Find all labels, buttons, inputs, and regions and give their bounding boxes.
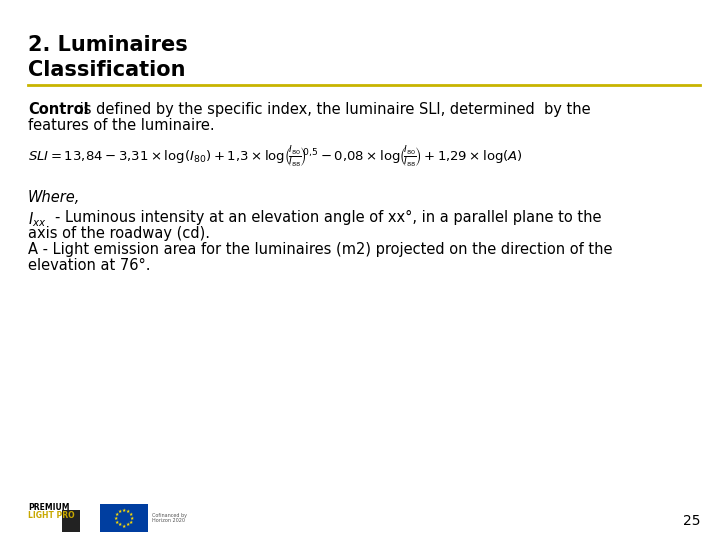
- Text: 2. Luminaires: 2. Luminaires: [28, 35, 188, 55]
- Bar: [62, 510, 80, 532]
- Text: features of the luminaire.: features of the luminaire.: [28, 118, 215, 133]
- Bar: [100, 504, 148, 532]
- Text: ★: ★: [118, 509, 122, 514]
- Text: A - Light emission area for the luminaires (m2) projected on the direction of th: A - Light emission area for the luminair…: [28, 242, 613, 257]
- Text: 25: 25: [683, 514, 700, 528]
- Text: ★: ★: [126, 509, 130, 514]
- Text: ★: ★: [129, 511, 133, 516]
- Text: Control: Control: [28, 102, 89, 117]
- Text: Cofinanced by
Horizon 2020: Cofinanced by Horizon 2020: [152, 512, 187, 523]
- Text: is defined by the specific index, the luminaire SLI, determined  by the: is defined by the specific index, the lu…: [75, 102, 590, 117]
- Text: $SLI = 13{,}84 - 3{,}31 \times \log(I_{80}) + 1{,}3 \times \log\!\left(\!\frac{I: $SLI = 13{,}84 - 3{,}31 \times \log(I_{8…: [28, 145, 523, 170]
- Text: ★: ★: [129, 519, 133, 524]
- Text: ★: ★: [130, 516, 134, 521]
- Text: ★: ★: [115, 511, 120, 516]
- Text: ★: ★: [118, 522, 122, 528]
- Text: ★: ★: [115, 519, 120, 524]
- Text: LIGHT PRO: LIGHT PRO: [28, 511, 75, 520]
- Text: ★: ★: [122, 523, 126, 529]
- Text: PREMIUM: PREMIUM: [28, 503, 70, 512]
- Text: ★: ★: [122, 508, 126, 512]
- Text: Where,: Where,: [28, 190, 81, 205]
- Text: ★: ★: [126, 522, 130, 528]
- Text: - Luminous intensity at an elevation angle of xx°, in a parallel plane to the: - Luminous intensity at an elevation ang…: [55, 210, 601, 225]
- Text: $I_{xx}$: $I_{xx}$: [28, 210, 47, 229]
- Text: Classification: Classification: [28, 60, 186, 80]
- Text: elevation at 76°.: elevation at 76°.: [28, 258, 150, 273]
- Text: ★: ★: [114, 516, 118, 521]
- Text: axis of the roadway (cd).: axis of the roadway (cd).: [28, 226, 210, 241]
